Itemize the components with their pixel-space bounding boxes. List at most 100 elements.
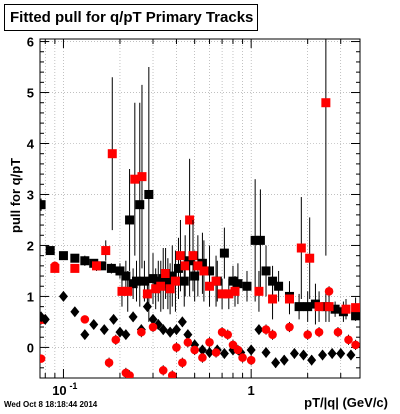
data-point-square [115, 266, 125, 276]
data-point-diamond [109, 313, 119, 325]
data-point-square [324, 302, 334, 312]
data-point-square [92, 261, 102, 271]
data-point-circle [125, 371, 134, 378]
data-point-square [151, 284, 161, 294]
data-point-square [193, 261, 203, 271]
data-point-square [190, 271, 200, 281]
data-point-circle [314, 327, 324, 337]
data-point-square [205, 281, 215, 291]
data-point-square [314, 302, 324, 312]
data-point-square [268, 294, 278, 304]
data-point-diamond [183, 329, 193, 341]
y-axis-label: pull for q/pT [8, 157, 23, 233]
data-point-circle [285, 322, 294, 332]
data-point-square [294, 302, 304, 312]
data-point-square [121, 271, 131, 281]
data-point-square [80, 256, 90, 266]
y-tick-label: 5 [27, 86, 34, 101]
data-point-square [70, 263, 80, 273]
data-point-square [180, 261, 190, 271]
data-point-circle [137, 327, 146, 337]
data-point-square [217, 289, 227, 299]
data-point-diamond [142, 301, 152, 313]
datestamp: Wed Oct 8 18:18:44 2014 [4, 400, 98, 409]
data-point-square [130, 174, 140, 184]
data-point-diamond [80, 329, 90, 341]
data-point-diamond [279, 354, 289, 366]
y-tick-label: 6 [27, 35, 34, 50]
data-point-circle [351, 340, 360, 350]
data-point-circle [40, 354, 46, 363]
data-point-circle [178, 358, 187, 368]
plot-area [40, 39, 360, 378]
data-point-square [175, 251, 185, 261]
data-point-square [101, 246, 111, 256]
x-tick-exponent: -1 [69, 381, 77, 391]
data-point-diamond [177, 316, 187, 328]
data-point-square [125, 215, 135, 225]
data-point-square [242, 281, 252, 291]
data-point-square [167, 271, 177, 281]
data-point-circle [80, 315, 90, 324]
data-point-diamond [289, 348, 299, 360]
data-point-diamond [307, 354, 317, 366]
data-point-diamond [205, 347, 215, 359]
data-point-square [40, 200, 46, 210]
data-point-square [284, 294, 294, 304]
y-axis-label-wrap: pull for q/pT [4, 118, 23, 233]
data-point-circle [167, 371, 177, 378]
data-point-square [219, 248, 229, 258]
data-point-square [123, 286, 133, 296]
data-point-square [261, 266, 271, 276]
data-point-diamond [254, 324, 264, 336]
data-point-circle [238, 353, 247, 362]
data-point-circle [172, 343, 181, 352]
data-point-diamond [197, 344, 207, 356]
data-point-square [228, 276, 238, 286]
data-point-square [144, 189, 154, 199]
y-tick-label: 4 [27, 137, 35, 152]
x-axis-label: pT/|q| (GeV/c) [304, 395, 388, 410]
data-point-diamond [336, 348, 346, 360]
data-point-square [199, 266, 209, 276]
data-point-circle [50, 261, 60, 271]
data-point-square [117, 286, 127, 296]
data-point-square [233, 279, 243, 289]
data-point-square [351, 303, 360, 313]
data-point-circle [223, 330, 233, 339]
y-tick-label: 2 [27, 238, 34, 253]
data-point-diamond [40, 313, 50, 325]
data-point-diamond [346, 349, 356, 361]
data-point-diamond [58, 290, 68, 302]
data-point-circle [303, 330, 312, 339]
data-point-diamond [99, 324, 109, 336]
data-point-square [135, 200, 145, 210]
data-point-square [274, 281, 284, 291]
data-point-diamond [89, 318, 99, 330]
data-point-circle [324, 287, 334, 296]
data-point-diamond [318, 349, 328, 361]
data-point-diamond [271, 357, 281, 369]
x-tick-label: 10 [52, 383, 66, 398]
data-point-square [255, 235, 265, 245]
data-point-square [148, 274, 158, 284]
data-point-diamond [158, 324, 168, 336]
data-point-circle [268, 330, 277, 339]
data-layer [40, 39, 360, 378]
data-point-square [156, 281, 166, 291]
data-point-diamond [70, 306, 80, 318]
data-point-square [70, 253, 80, 263]
data-point-square [153, 276, 163, 286]
data-point-circle [190, 345, 199, 355]
data-point-square [165, 284, 175, 294]
data-point-circle [211, 348, 221, 357]
data-point-diamond [128, 311, 138, 323]
data-point-circle [333, 327, 343, 337]
data-point-square [224, 289, 234, 299]
data-point-square [158, 274, 168, 284]
data-point-square [107, 149, 117, 159]
data-point-square [254, 286, 264, 296]
data-point-diamond [246, 344, 256, 356]
chart-title: Fitted pull for q/pT Primary Tracks [4, 4, 258, 31]
